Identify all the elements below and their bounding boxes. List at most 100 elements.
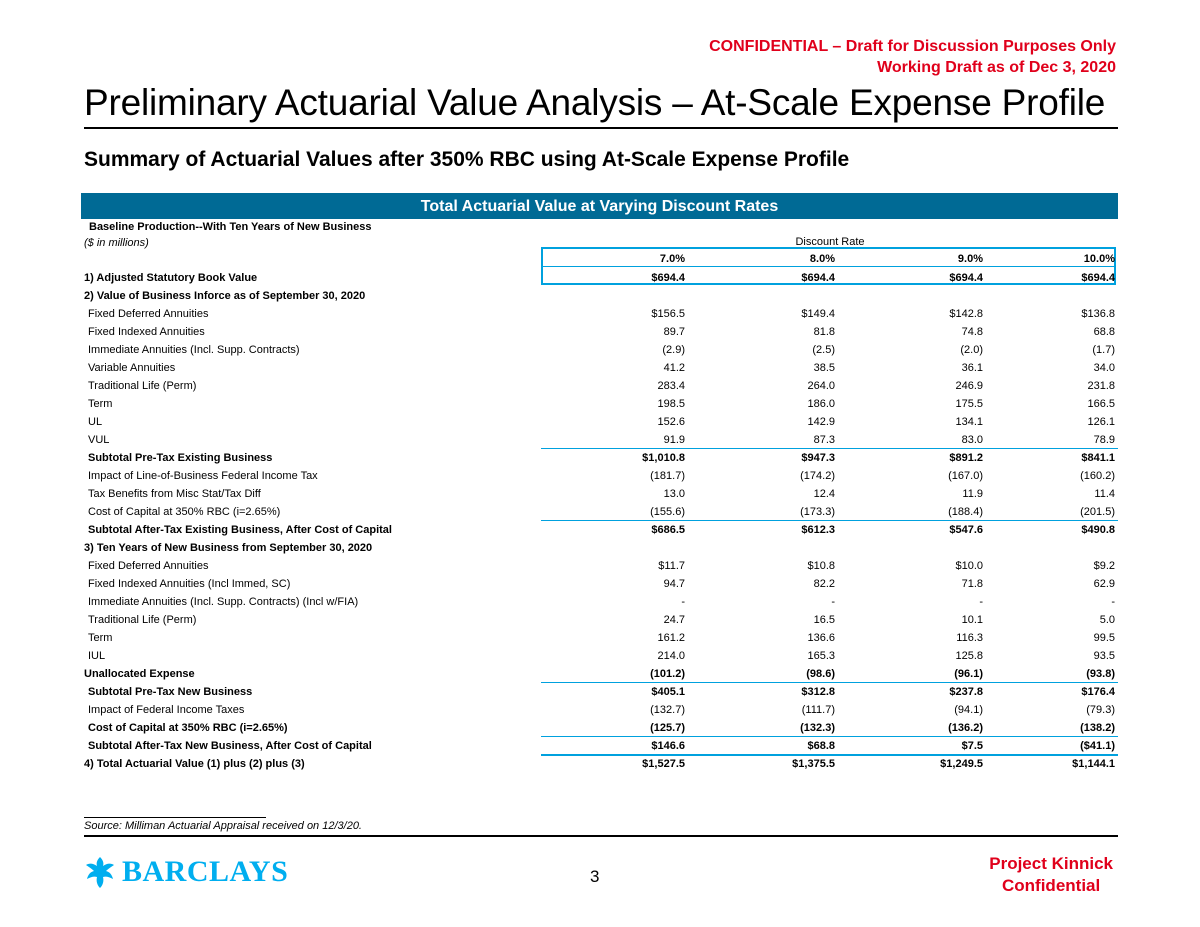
table-row: Fixed Deferred Annuities $156.5 $149.4 $142…	[84, 305, 1118, 323]
row-value: (2.9)	[662, 344, 685, 356]
table-row: 3) Ten Years of New Business from Septem…	[84, 539, 1118, 557]
table-row: Fixed Indexed Annuities (Incl Immed, SC)…	[84, 575, 1118, 593]
row-label: Traditional Life (Perm)	[88, 614, 197, 626]
confidential-notice: CONFIDENTIAL – Draft for Discussion Purp…	[709, 36, 1116, 78]
row-value: $149.4	[801, 308, 835, 320]
table-row: Subtotal After-Tax New Business, After C…	[84, 737, 1118, 755]
row-value: (125.7)	[650, 722, 685, 734]
row-value: 175.5	[955, 398, 983, 410]
row-value: $7.5	[961, 740, 983, 752]
row-value: 134.1	[955, 416, 983, 428]
subtotal-rule	[541, 736, 1118, 737]
row-label: Fixed Deferred Annuities	[88, 560, 209, 572]
row-value: 214.0	[657, 650, 685, 662]
row-value: (160.2)	[1080, 470, 1115, 482]
row-value: (93.8)	[1086, 668, 1115, 680]
row-label: Traditional Life (Perm)	[88, 380, 197, 392]
row-value: (94.1)	[954, 704, 983, 716]
table-row: Variable Annuities 41.2 38.5 36.1 34.0	[84, 359, 1118, 377]
table-row: Fixed Indexed Annuities 89.7 81.8 74.8 68.8	[84, 323, 1118, 341]
row-value: $312.8	[801, 686, 835, 698]
table-row: Cost of Capital at 350% RBC (i=2.65%) (15…	[84, 503, 1118, 521]
row-value: $1,010.8	[642, 452, 685, 464]
row-label: Impact of Federal Income Taxes	[88, 704, 245, 716]
row-value: (132.7)	[650, 704, 685, 716]
row-label: Tax Benefits from Misc Stat/Tax Diff	[88, 488, 261, 500]
row-value: $146.6	[651, 740, 685, 752]
rate-col-2: 8.0%	[809, 253, 835, 265]
page-number: 3	[590, 867, 600, 886]
row-value: (111.7)	[801, 704, 835, 716]
row-value: 83.0	[961, 434, 983, 446]
row-value: $405.1	[651, 686, 685, 698]
project-name: Project Kinnick	[989, 854, 1113, 873]
row-value: -	[979, 596, 983, 608]
row-label: 1) Adjusted Statutory Book Value	[84, 272, 258, 284]
table-row: Tax Benefits from Misc Stat/Tax Diff 13.0…	[84, 485, 1118, 503]
table-row: Cost of Capital at 350% RBC (i=2.65%) (12…	[84, 719, 1118, 737]
row-value: $1,375.5	[792, 758, 835, 770]
table-row: Subtotal Pre-Tax Existing Business $1,010…	[84, 449, 1118, 467]
row-value: 62.9	[1093, 578, 1115, 590]
row-value: 198.5	[657, 398, 685, 410]
barclays-logo: BARCLAYS	[84, 855, 288, 889]
source-note: Source: Milliman Actuarial Appraisal rec…	[84, 820, 362, 832]
row-label: Term	[88, 398, 113, 410]
row-label: Subtotal Pre-Tax Existing Business	[88, 452, 273, 464]
row-label: Subtotal After-Tax Existing Business, Af…	[88, 524, 392, 536]
row-value: (1.7)	[1092, 344, 1115, 356]
row-value: 91.9	[663, 434, 685, 446]
subtotal-rule	[541, 448, 1118, 449]
table-row: Traditional Life (Perm) 283.4 264.0 246.9 23…	[84, 377, 1118, 395]
row-value: $142.8	[949, 308, 983, 320]
row-label: Immediate Annuities (Incl. Supp. Contrac…	[88, 596, 359, 608]
page-subtitle: Summary of Actuarial Values after 350% R…	[84, 148, 850, 171]
table-header-units: ($ in millions)	[84, 237, 149, 249]
row-label: 3) Ten Years of New Business from Septem…	[84, 542, 373, 554]
row-label: 4) Total Actuarial Value (1) plus (2) pl…	[84, 758, 305, 770]
row-value: 81.8	[813, 326, 835, 338]
row-value: $136.8	[1081, 308, 1115, 320]
row-value: 165.3	[807, 650, 835, 662]
row-value: 74.8	[961, 326, 983, 338]
row-value: 82.2	[813, 578, 835, 590]
row-label: Cost of Capital at 350% RBC (i=2.65%)	[88, 722, 288, 734]
row-label: VUL	[88, 434, 110, 446]
row-label: Cost of Capital at 350% RBC (i=2.65%)	[88, 506, 281, 518]
confidential-line-2: Working Draft as of Dec 3, 2020	[877, 59, 1116, 76]
row-value: $694.4	[949, 272, 983, 284]
row-value: $841.1	[1081, 452, 1115, 464]
row-value: (2.0)	[960, 344, 983, 356]
row-value: (173.3)	[800, 506, 835, 518]
table-header-scenario: Baseline Production--With Ten Years of N…	[89, 221, 372, 233]
row-label: Unallocated Expense	[84, 668, 195, 680]
row-label: UL	[88, 416, 103, 428]
eagle-icon	[86, 857, 114, 888]
row-value: (201.5)	[1080, 506, 1115, 518]
subtotal-rule	[541, 520, 1118, 521]
row-value: $1,144.1	[1072, 758, 1115, 770]
row-value: (138.2)	[1080, 722, 1115, 734]
row-value: 38.5	[813, 362, 835, 374]
rate-col-3: 9.0%	[957, 253, 983, 265]
row-value: 89.7	[663, 326, 685, 338]
row-label: Impact of Line-of-Business Federal Incom…	[88, 470, 318, 482]
row-value: 13.0	[663, 488, 685, 500]
rate-header-row: 7.0% 8.0% 9.0% 10.0%	[84, 250, 1118, 268]
row-value: 283.4	[657, 380, 685, 392]
logo-wordmark: BARCLAYS	[122, 855, 289, 888]
table-row: Subtotal After-Tax Existing Business, Af…	[84, 521, 1118, 539]
row-value: 231.8	[1087, 380, 1115, 392]
table-row: Subtotal Pre-Tax New Business $405.1 $312.…	[84, 683, 1118, 701]
table-row: Fixed Deferred Annuities $11.7 $10.8 $10.0 $…	[84, 557, 1118, 575]
row-label: 2) Value of Business Inforce as of Septe…	[84, 290, 366, 302]
row-value: 68.8	[1093, 326, 1115, 338]
row-value: 126.1	[1087, 416, 1115, 428]
title-divider	[84, 127, 1118, 129]
row-value: 5.0	[1099, 614, 1115, 626]
row-value: $612.3	[801, 524, 835, 536]
row-value: 116.3	[956, 632, 983, 644]
row-value: $947.3	[801, 452, 835, 464]
row-value: (136.2)	[948, 722, 983, 734]
row-value: 186.0	[807, 398, 835, 410]
